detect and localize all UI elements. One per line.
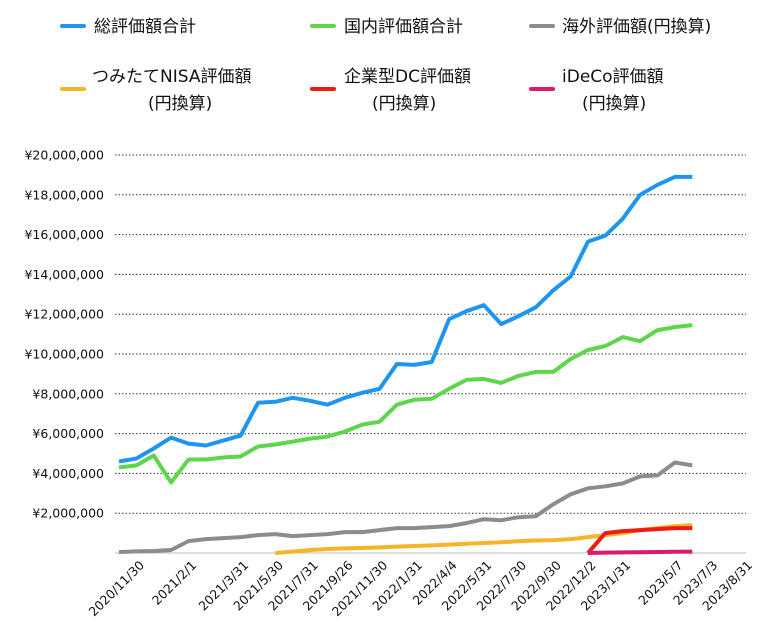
y-tick-label: ¥4,000,000 (32, 466, 104, 481)
y-tick-label: ¥10,000,000 (24, 347, 104, 362)
legend: 総評価額合計 国内評価額合計 海外評価額(円換算) つみたてNISA評価額 (円… (60, 17, 711, 114)
legend-item-domestic[interactable]: 国内評価額合計 (310, 17, 463, 37)
legend-item-dc[interactable]: 企業型DC評価額 (円換算) (310, 67, 471, 114)
series-line-2 (118, 460, 693, 554)
legend-label-nisa-line2: (円換算) (148, 94, 212, 114)
legend-item-total[interactable]: 総評価額合計 (60, 17, 196, 37)
series-line-0 (118, 174, 693, 464)
legend-item-nisa[interactable]: つみたてNISA評価額 (円換算) (60, 67, 251, 114)
y-tick-label: ¥6,000,000 (32, 426, 104, 441)
legend-label-overseas: 海外評価額(円換算) (562, 17, 711, 37)
series-layer (118, 174, 693, 555)
legend-label-ideco-line2: (円換算) (582, 94, 646, 114)
y-tick-label: ¥20,000,000 (24, 148, 104, 163)
y-tick-label: ¥14,000,000 (24, 267, 104, 282)
y-tick-label: ¥18,000,000 (24, 187, 104, 202)
legend-label-nisa-line1: つみたてNISA評価額 (92, 67, 251, 87)
legend-label-dc-line2: (円換算) (372, 94, 436, 114)
series-line-4 (586, 526, 693, 555)
y-tick-label: ¥2,000,000 (32, 506, 104, 521)
series-line-5 (587, 549, 693, 555)
legend-label-total: 総評価額合計 (94, 17, 196, 37)
y-tick-label: ¥8,000,000 (32, 386, 104, 401)
x-tick-label: 2020/11/30 (86, 557, 148, 619)
grid-layer (115, 154, 746, 554)
legend-item-overseas[interactable]: 海外評価額(円換算) (529, 17, 711, 37)
legend-label-dc-line1: 企業型DC評価額 (344, 67, 471, 87)
x-tick-label: 2021/2/1 (149, 558, 199, 608)
legend-label-ideco-line1: iDeCo評価額 (562, 67, 664, 87)
y-axis-ticks: ¥20,000,000 ¥18,000,000 ¥16,000,000 ¥14,000… (24, 148, 104, 521)
legend-item-ideco[interactable]: iDeCo評価額 (円換算) (529, 67, 664, 114)
y-tick-label: ¥12,000,000 (24, 307, 104, 322)
series-line-1 (118, 323, 693, 485)
x-axis-ticks: 2020/11/30 2021/2/12021/3/312021/5/302021… (86, 557, 756, 619)
y-tick-label: ¥16,000,000 (24, 227, 104, 242)
legend-label-domestic: 国内評価額合計 (344, 17, 463, 37)
